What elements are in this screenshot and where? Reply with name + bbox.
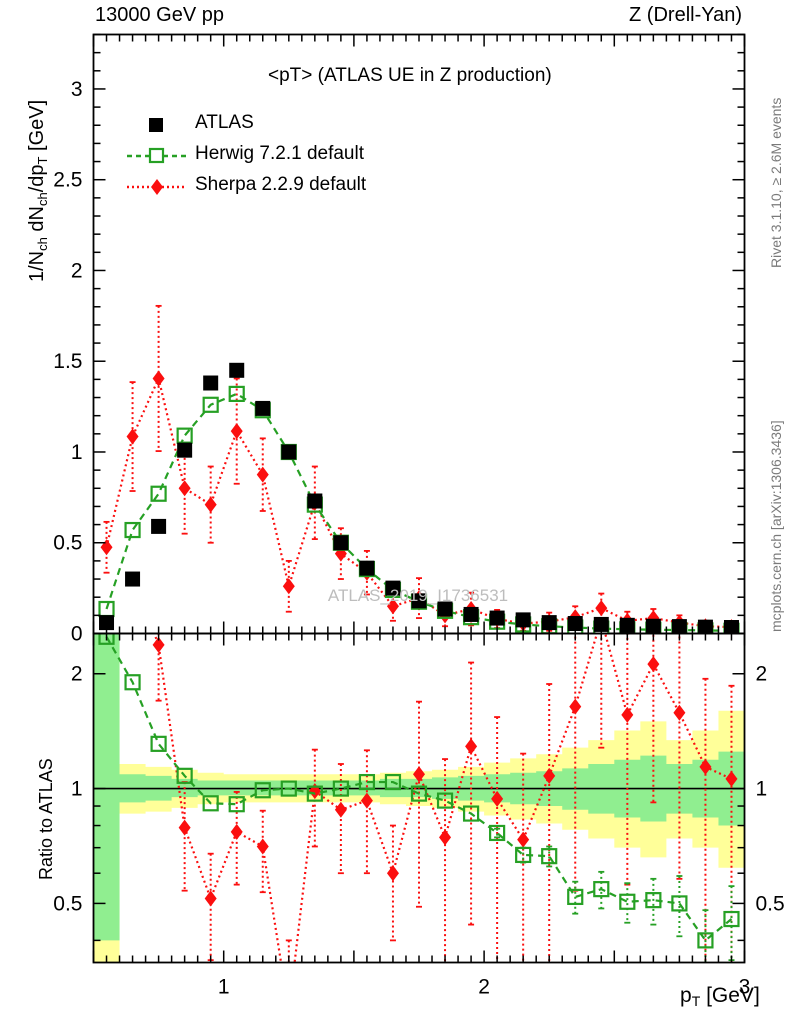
- ratio-series-herwig: [98, 633, 740, 963]
- axis-tick-label: 1: [756, 778, 768, 801]
- axis-tick-label: 3: [739, 976, 751, 999]
- axis-tick-label: 2: [478, 976, 490, 999]
- main-series-atlas: [99, 362, 739, 634]
- header-left: 13000 GeV pp: [95, 4, 224, 26]
- legend-label-herwig: Herwig 7.2.1 default: [195, 143, 364, 164]
- x-axis-label: pT [GeV]: [680, 984, 760, 1009]
- ratio-series-sherpa: [152, 633, 738, 963]
- legend-marker-atlas-icon: [149, 118, 163, 132]
- axis-tick-label: 0: [71, 623, 83, 646]
- axis-tick-label: 1: [71, 441, 83, 464]
- legend-marker-herwig-icon: [127, 147, 187, 164]
- header-right: Z (Drell-Yan): [629, 4, 742, 26]
- axis-tick-label: 1.5: [53, 350, 82, 373]
- axis-tick-label: 1: [71, 778, 83, 801]
- axis-tick-label: 2.5: [53, 169, 82, 192]
- axis-tick-label: 0.5: [53, 532, 82, 555]
- axis-tick-label: 2: [71, 663, 83, 686]
- legend-label-sherpa: Sherpa 2.2.9 default: [195, 174, 367, 195]
- legend-label-atlas: ATLAS: [195, 112, 254, 133]
- axis-tick-label: 1: [218, 976, 230, 999]
- axis-tick-label: 2: [756, 663, 768, 686]
- main-panel-frame: [92, 33, 746, 635]
- axis-tick-label: 0.5: [53, 892, 82, 915]
- axis-tick-label: 0.5: [756, 892, 785, 915]
- plot-title: <pT> (ATLAS UE in Z production): [268, 65, 552, 86]
- axis-tick-label: 3: [71, 78, 83, 101]
- watermark: ATLAS_2019_I1736531: [328, 586, 508, 605]
- axis-tick-label: 2: [71, 259, 83, 282]
- legend-marker-sherpa-icon: [127, 179, 187, 195]
